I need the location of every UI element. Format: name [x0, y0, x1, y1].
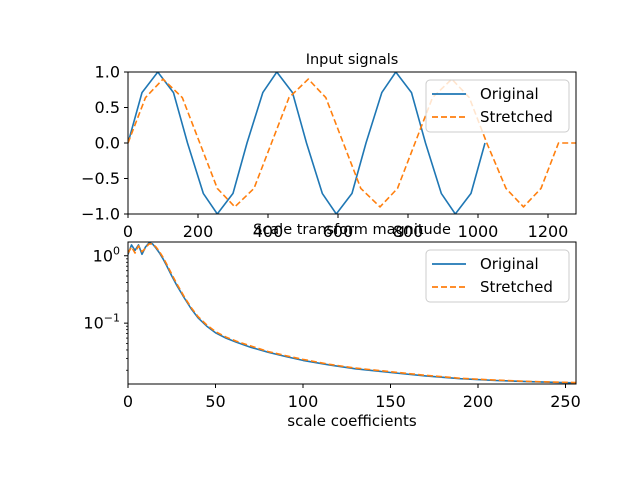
chart-0-y-tick-label: 1.0 [95, 63, 120, 82]
chart-1-legend-label-stretched: Stretched [480, 278, 553, 296]
chart-1-x-tick-label: 250 [550, 392, 581, 411]
input-signals-chart: 0 200 400 600 800 1000 1200 1.00.50.0−0.5−1.0 … [81, 52, 577, 241]
chart-0-y-ticks: 1.0 0.5 0.0 −0.5 −1.0 [81, 63, 128, 224]
chart-1-x-tick-label: 0 [123, 392, 133, 411]
chart-0-legend: Original Stretched [425, 79, 570, 133]
chart-0-x-tick-label: 1200 [528, 222, 569, 241]
chart-0-title: Input signals [306, 52, 399, 68]
chart-0-x-tick-label: 600 [323, 222, 354, 241]
chart-0-y-tick-label: 0.5 [95, 98, 120, 117]
chart-0-y-tick-label: 0.0 [95, 134, 120, 153]
chart-1-x-tick-label: 200 [463, 392, 494, 411]
chart-1-legend-box [425, 249, 570, 303]
chart-0-x-tick-label: 200 [183, 222, 214, 241]
chart-1-axes-frame [127, 241, 577, 385]
chart-1-x-tick-label: 150 [375, 392, 406, 411]
chart-1-series-group [128, 242, 576, 384]
chart-1-x-axis-label: scale coefficients [287, 412, 417, 430]
chart-0-y-tick-label: −0.5 [81, 169, 120, 188]
chart-0-y-tick-label: −1.0 [81, 205, 120, 224]
chart-1-legend-label-original: Original [480, 255, 539, 273]
chart-1-x-tick-label: 50 [205, 392, 225, 411]
chart-1-x-ticks: 0 50 100 150 200 250 [123, 384, 581, 411]
chart-1-y-tick-label: 10−1 [83, 312, 120, 333]
chart-0-legend-box [425, 79, 570, 133]
chart-0-series-stretched-line [128, 78, 576, 208]
chart-0-x-tick-label: 400 [253, 222, 284, 241]
chart-0-x-tick-label: 800 [393, 222, 424, 241]
chart-0-series-original-line [128, 72, 486, 214]
chart-1-title: Scale transform magnitude [253, 222, 451, 238]
scale-transform-chart: 0 50 100 150 200 250 100 10−1 Scale transform … [83, 222, 580, 430]
chart-1-y-ticks: 100 10−1 [83, 244, 128, 333]
chart-0-x-ticks: 0 200 400 600 800 1000 1200 [123, 214, 568, 241]
chart-0-series-group [128, 72, 576, 214]
chart-1-x-tick-label: 100 [288, 392, 319, 411]
chart-1-legend: Original Stretched [425, 249, 570, 303]
chart-0-legend-label-original: Original [480, 85, 539, 103]
chart-1-y-tick-label: 100 [93, 244, 120, 265]
chart-1-y-minor-ticks [126, 258, 128, 371]
chart-0-x-tick-label: 0 [123, 222, 133, 241]
chart-0-x-tick-label: 1000 [458, 222, 499, 241]
chart-1-series-stretched-line [128, 243, 576, 384]
chart-0-legend-label-stretched: Stretched [480, 108, 553, 126]
